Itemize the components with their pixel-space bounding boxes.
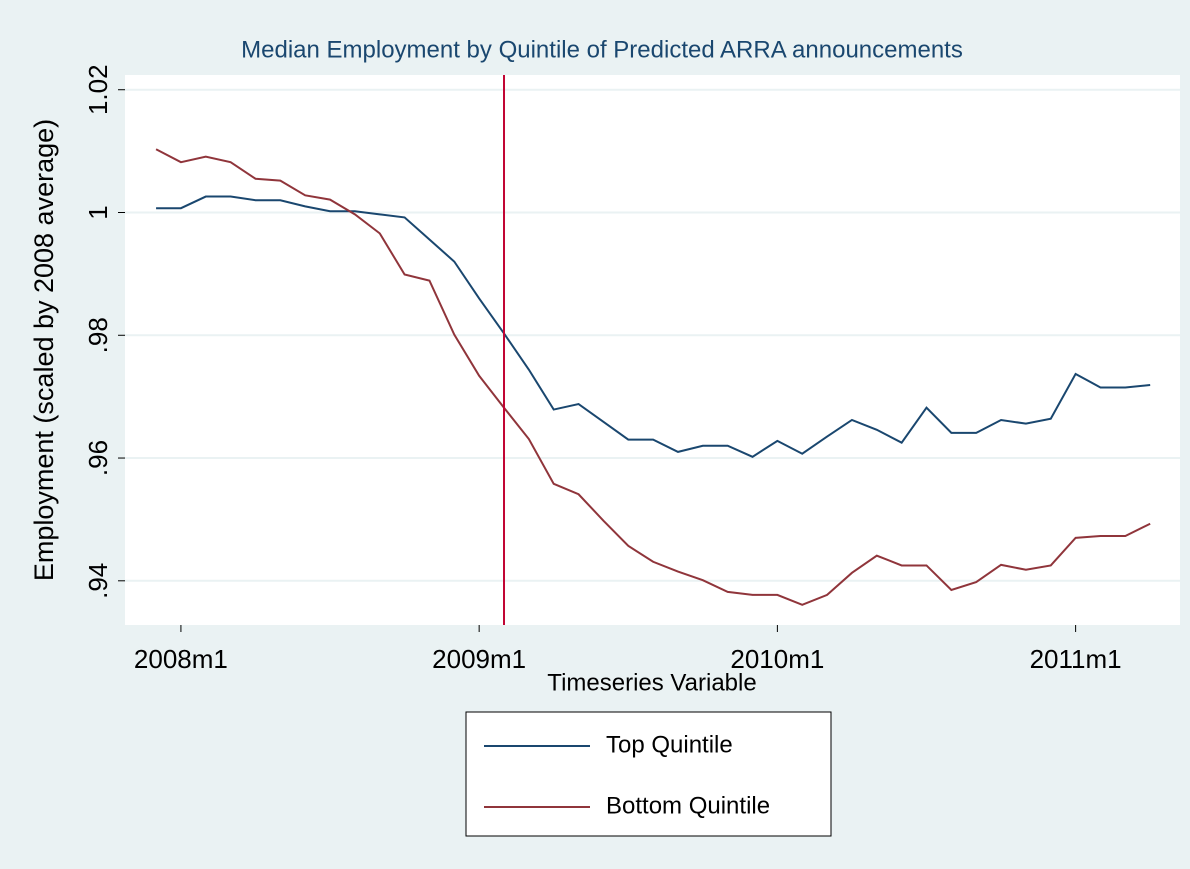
y-tick-label: .94 — [83, 563, 113, 599]
x-tick-label: 2010m1 — [730, 644, 824, 674]
legend-label: Bottom Quintile — [606, 792, 770, 819]
x-tick-label: 2008m1 — [134, 644, 228, 674]
y-axis-label: Employment (scaled by 2008 average) — [29, 119, 59, 581]
x-tick-label: 2011m1 — [1030, 644, 1122, 674]
legend-label: Top Quintile — [606, 731, 733, 758]
plot-area — [125, 75, 1180, 625]
y-tick-label: 1 — [83, 205, 113, 219]
y-tick-label: .96 — [83, 440, 113, 476]
y-tick-label: 1.02 — [83, 64, 113, 115]
chart-title: Median Employment by Quintile of Predict… — [241, 36, 963, 63]
x-axis-label: Timeseries Variable — [547, 669, 756, 696]
series-line — [156, 195, 1151, 458]
legend — [465, 711, 832, 837]
series-line — [155, 148, 1151, 606]
y-tick-label: .98 — [83, 317, 113, 353]
x-tick-label: 2009m1 — [432, 644, 526, 674]
